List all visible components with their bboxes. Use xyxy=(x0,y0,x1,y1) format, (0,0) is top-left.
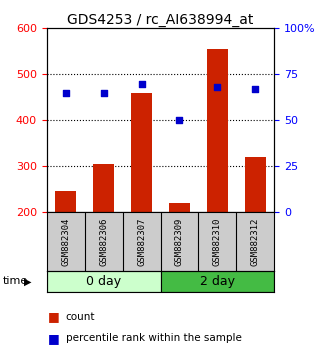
Text: GSM882310: GSM882310 xyxy=(213,217,222,266)
Text: ■: ■ xyxy=(48,332,60,344)
Text: count: count xyxy=(66,312,95,322)
Text: time: time xyxy=(3,276,29,286)
Text: GSM882309: GSM882309 xyxy=(175,217,184,266)
Text: percentile rank within the sample: percentile rank within the sample xyxy=(66,333,242,343)
Point xyxy=(63,90,68,96)
Bar xyxy=(169,203,190,212)
Point xyxy=(253,86,258,92)
Bar xyxy=(131,93,152,212)
Bar xyxy=(55,191,76,212)
Point xyxy=(177,118,182,123)
Bar xyxy=(160,271,274,292)
Text: GSM882306: GSM882306 xyxy=(99,217,108,266)
Bar xyxy=(245,157,266,212)
Text: 2 day: 2 day xyxy=(200,275,235,288)
Text: ■: ■ xyxy=(48,310,60,323)
Bar xyxy=(207,49,228,212)
Text: GSM882312: GSM882312 xyxy=(251,217,260,266)
Title: GDS4253 / rc_AI638994_at: GDS4253 / rc_AI638994_at xyxy=(67,13,254,27)
Point xyxy=(215,84,220,90)
Text: GSM882304: GSM882304 xyxy=(61,217,70,266)
Text: 0 day: 0 day xyxy=(86,275,121,288)
Text: ▶: ▶ xyxy=(24,276,31,286)
Bar xyxy=(93,164,114,212)
Point xyxy=(101,90,106,96)
Bar xyxy=(47,271,160,292)
Point xyxy=(139,81,144,86)
Text: GSM882307: GSM882307 xyxy=(137,217,146,266)
